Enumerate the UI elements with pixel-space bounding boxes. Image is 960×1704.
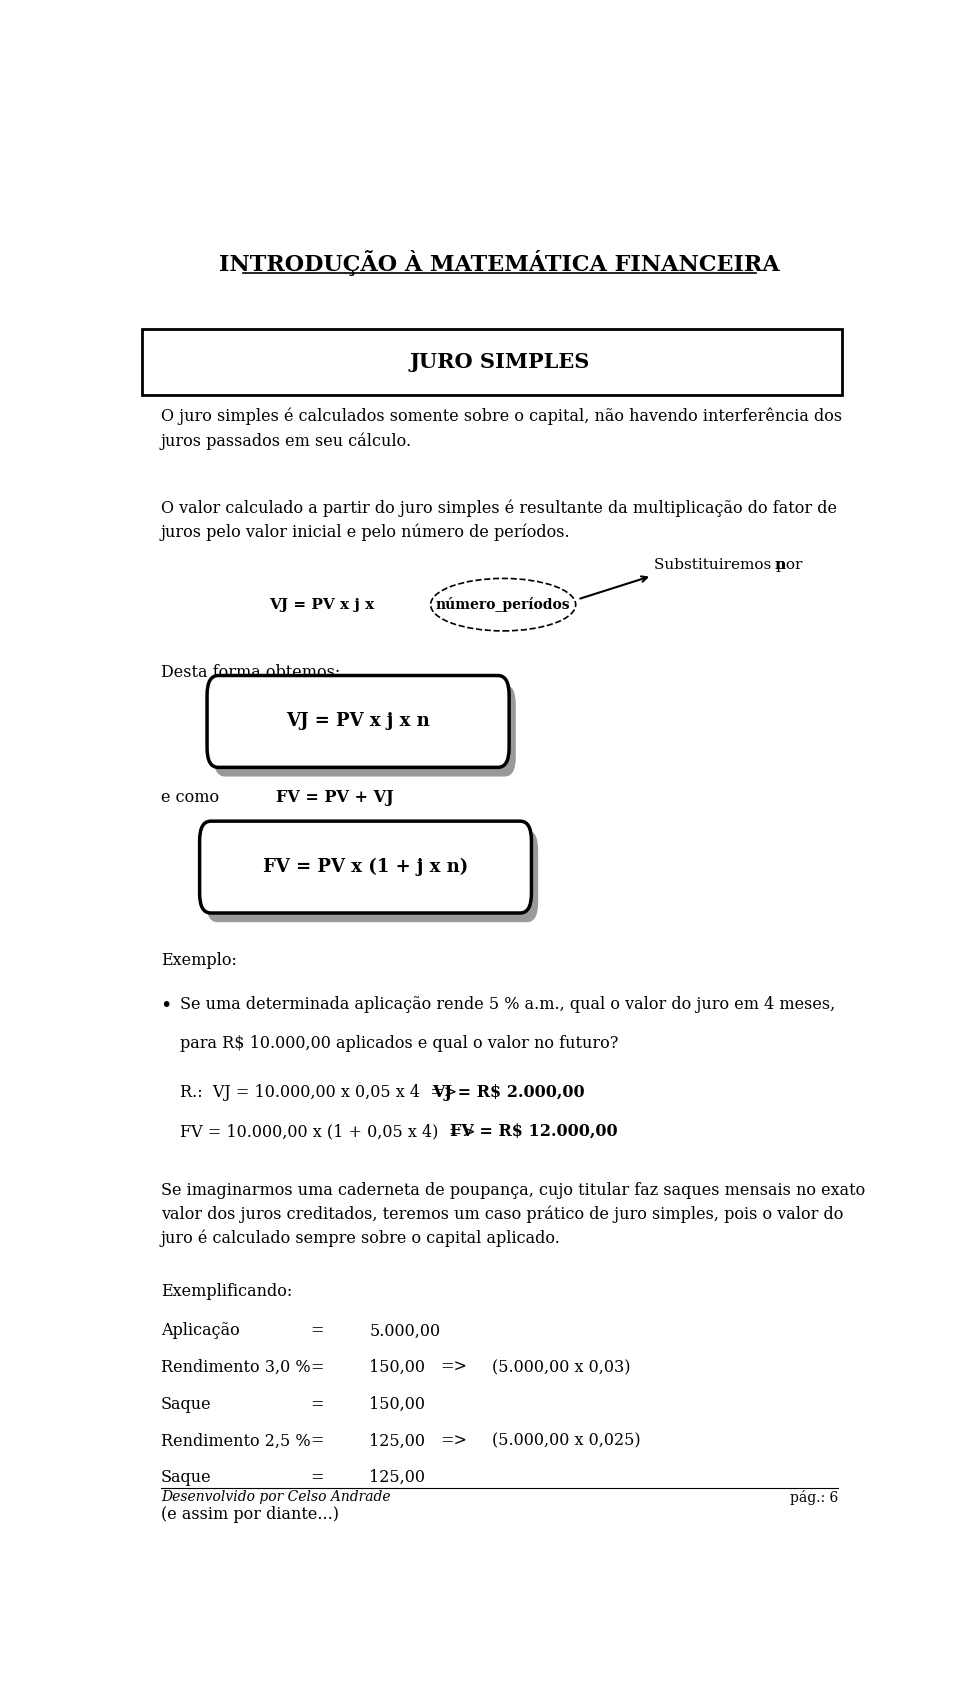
FancyBboxPatch shape (207, 675, 509, 767)
Text: Se uma determinada aplicação rende 5 % a.m., qual o valor do juro em 4 meses,: Se uma determinada aplicação rende 5 % a… (180, 995, 835, 1012)
Text: VJ = PV x j x n: VJ = PV x j x n (286, 712, 430, 731)
Text: R.:  VJ = 10.000,00 x 0,05 x 4  =>: R.: VJ = 10.000,00 x 0,05 x 4 => (180, 1084, 467, 1101)
Text: 125,00: 125,00 (370, 1469, 425, 1486)
Text: número_períodos: número_períodos (436, 596, 570, 612)
Text: Saque: Saque (161, 1396, 211, 1413)
FancyBboxPatch shape (142, 329, 842, 395)
Text: 5.000,00: 5.000,00 (370, 1322, 441, 1339)
Text: FV = PV + VJ: FV = PV + VJ (276, 789, 394, 806)
Text: FV = R$ 12.000,00: FV = R$ 12.000,00 (449, 1123, 617, 1140)
Text: =: = (310, 1396, 324, 1413)
FancyBboxPatch shape (206, 830, 539, 922)
Text: Saque: Saque (161, 1469, 211, 1486)
Text: FV = PV x (1 + j x n): FV = PV x (1 + j x n) (263, 857, 468, 876)
Text: Se imaginarmos uma caderneta de poupança, cujo titular faz saques mensais no exa: Se imaginarmos uma caderneta de poupança… (161, 1183, 865, 1247)
Text: (5.000,00 x 0,025): (5.000,00 x 0,025) (492, 1433, 640, 1450)
Text: (5.000,00 x 0,03): (5.000,00 x 0,03) (492, 1360, 631, 1377)
Text: Desta forma obtemos:: Desta forma obtemos: (161, 665, 340, 680)
Text: pág.: 6: pág.: 6 (790, 1491, 838, 1505)
Text: 150,00: 150,00 (370, 1396, 425, 1413)
Text: Rendimento 2,5 %: Rendimento 2,5 % (161, 1433, 310, 1450)
Text: =: = (310, 1469, 324, 1486)
Ellipse shape (431, 578, 576, 630)
Text: Exemplificando:: Exemplificando: (161, 1283, 292, 1300)
Text: Exemplo:: Exemplo: (161, 953, 237, 970)
Text: 125,00: 125,00 (370, 1433, 425, 1450)
Text: 150,00: 150,00 (370, 1360, 425, 1377)
Text: VJ = R$ 2.000,00: VJ = R$ 2.000,00 (432, 1084, 585, 1101)
Text: =: = (310, 1433, 324, 1450)
Text: O juro simples é calculados somente sobre o capital, não havendo interferência d: O juro simples é calculados somente sobr… (161, 407, 842, 450)
Text: Rendimento 3,0 %: Rendimento 3,0 % (161, 1360, 310, 1377)
Text: =: = (310, 1360, 324, 1377)
Text: e como: e como (161, 789, 219, 806)
Text: INTRODUÇÃO À MATEMÁTICA FINANCEIRA: INTRODUÇÃO À MATEMÁTICA FINANCEIRA (219, 250, 780, 276)
Text: Substituiremos por: Substituiremos por (654, 559, 807, 573)
Text: VJ = PV x j x: VJ = PV x j x (269, 598, 379, 612)
Text: Desenvolvido por Celso Andrade: Desenvolvido por Celso Andrade (161, 1491, 391, 1505)
Text: FV = 10.000,00 x (1 + 0,05 x 4)  =>: FV = 10.000,00 x (1 + 0,05 x 4) => (180, 1123, 486, 1140)
Text: JURO SIMPLES: JURO SIMPLES (409, 353, 589, 371)
Text: =>: => (440, 1433, 467, 1450)
Text: =>: => (440, 1360, 467, 1377)
FancyBboxPatch shape (200, 821, 532, 913)
Text: Aplicação: Aplicação (161, 1322, 240, 1339)
Text: •: • (160, 995, 172, 1014)
Text: O valor calculado a partir do juro simples é resultante da multiplicação do fato: O valor calculado a partir do juro simpl… (161, 499, 837, 542)
Text: n: n (775, 559, 786, 573)
Text: para R$ 10.000,00 aplicados e qual o valor no futuro?: para R$ 10.000,00 aplicados e qual o val… (180, 1034, 618, 1051)
FancyBboxPatch shape (214, 685, 516, 777)
Text: =: = (310, 1322, 324, 1339)
Text: (e assim por diante...): (e assim por diante...) (161, 1506, 339, 1523)
